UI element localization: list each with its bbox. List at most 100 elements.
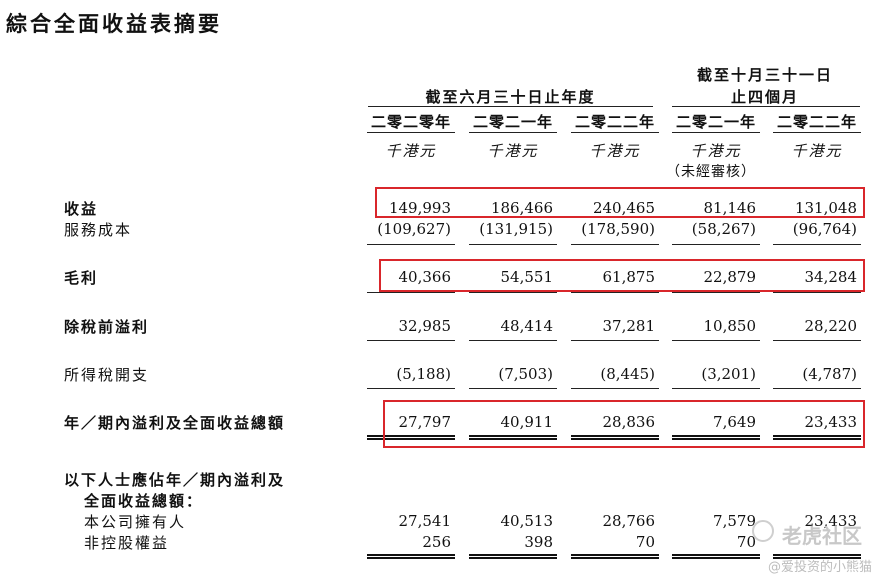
- double-rule: [672, 435, 760, 440]
- watermark-brand: 老虎社区: [782, 524, 862, 548]
- watermark-logo-icon: [752, 520, 774, 542]
- cell-value: 34,284: [804, 268, 858, 286]
- group-rule-years: [368, 106, 653, 107]
- double-rule: [469, 435, 557, 440]
- cell-value: 28,766: [602, 512, 656, 530]
- column-unit: 千港元: [589, 142, 641, 160]
- group-header-period-line1: 截至十月三十一日: [696, 66, 833, 84]
- double-rule: [571, 435, 659, 440]
- column-year: 二零二零年: [370, 113, 451, 131]
- cell-rule: [469, 244, 557, 245]
- cell-value: 23,433: [804, 512, 858, 530]
- cell-rule: [773, 340, 861, 341]
- row-label-gross-profit: 毛利: [64, 269, 99, 287]
- column-year-rule: [773, 132, 861, 133]
- cell-value: (109,627): [377, 220, 451, 238]
- cell-value: (5,188): [396, 365, 451, 383]
- column-year: 二零二一年: [472, 113, 553, 131]
- cell-value: 61,875: [602, 268, 656, 286]
- cell-rule: [367, 388, 455, 389]
- cell-value: (8,445): [600, 365, 655, 383]
- double-rule: [367, 554, 455, 559]
- cell-value: 40,911: [500, 413, 554, 431]
- cell-value: 32,985: [398, 317, 452, 335]
- column-year-rule: [469, 132, 557, 133]
- cell-value: 7,649: [713, 413, 756, 431]
- page-title: 綜合全面收益表摘要: [6, 12, 222, 36]
- cell-rule: [672, 292, 760, 293]
- cell-value: 40,513: [500, 512, 554, 530]
- column-year-rule: [672, 132, 760, 133]
- double-rule: [672, 554, 760, 559]
- row-label-income-tax: 所得稅開支: [64, 366, 150, 384]
- cell-rule: [469, 388, 557, 389]
- column-year-rule: [571, 132, 659, 133]
- column-year-rule: [367, 132, 455, 133]
- cell-rule: [672, 340, 760, 341]
- row-label-non-controlling: 非控股權益: [84, 534, 170, 552]
- row-label-attributable-heading-cont: 全面收益總額：: [84, 492, 204, 510]
- column-note-unaudited: （未經審核）: [666, 164, 756, 180]
- cell-value: 28,220: [804, 317, 858, 335]
- cell-rule: [571, 292, 659, 293]
- column-year: 二零二二年: [574, 113, 655, 131]
- cell-rule: [469, 292, 557, 293]
- double-rule: [367, 435, 455, 440]
- cell-rule: [571, 340, 659, 341]
- row-label-total-comprehensive-income: 年／期內溢利及全面收益總額: [64, 414, 286, 432]
- cell-value: 54,551: [500, 268, 554, 286]
- column-unit: 千港元: [487, 142, 539, 160]
- cell-value: 256: [422, 533, 451, 551]
- group-header-years: 截至六月三十日止年度: [425, 88, 596, 106]
- row-label-owners: 本公司擁有人: [84, 513, 187, 531]
- cell-value: (4,787): [802, 365, 857, 383]
- cell-value: 398: [524, 533, 553, 551]
- cell-value: 186,466: [490, 199, 553, 217]
- cell-value: 70: [635, 533, 655, 551]
- highlight-box-gross-profit: [379, 259, 865, 292]
- double-rule: [571, 554, 659, 559]
- group-header-period-line2: 止四個月: [730, 88, 799, 106]
- highlight-box-revenue: [375, 187, 865, 218]
- cell-value: 48,414: [500, 317, 554, 335]
- cell-value: (3,201): [701, 365, 756, 383]
- cell-value: 7,579: [713, 512, 756, 530]
- cell-rule: [469, 340, 557, 341]
- highlight-box-total-income: [383, 400, 865, 448]
- cell-value: (178,590): [581, 220, 655, 238]
- cell-value: 23,433: [804, 413, 858, 431]
- cell-value: 70: [736, 533, 756, 551]
- cell-rule: [571, 388, 659, 389]
- cell-rule: [773, 292, 861, 293]
- cell-value: 22,879: [703, 268, 757, 286]
- column-unit: 千港元: [791, 142, 843, 160]
- cell-rule: [571, 244, 659, 245]
- cell-rule: [672, 388, 760, 389]
- cell-rule: [367, 244, 455, 245]
- double-rule: [773, 435, 861, 440]
- row-label-cost-of-services: 服務成本: [64, 221, 133, 239]
- column-year: 二零二一年: [675, 113, 756, 131]
- cell-value: 131,048: [794, 199, 857, 217]
- cell-rule: [367, 340, 455, 341]
- column-year: 二零二二年: [776, 113, 857, 131]
- cell-rule: [773, 244, 861, 245]
- cell-value: 28,836: [602, 413, 656, 431]
- column-unit: 千港元: [690, 142, 742, 160]
- cell-value: 27,541: [398, 512, 452, 530]
- cell-value: 27,797: [398, 413, 452, 431]
- cell-value: (58,267): [691, 220, 756, 238]
- cell-value: 149,993: [388, 199, 451, 217]
- column-unit: 千港元: [385, 142, 437, 160]
- cell-value: 40,366: [398, 268, 452, 286]
- row-label-attributable-heading: 以下人士應佔年／期內溢利及: [64, 471, 286, 489]
- group-rule-period: [672, 106, 860, 107]
- cell-value: (7,503): [498, 365, 553, 383]
- cell-rule: [773, 388, 861, 389]
- row-label-revenue: 收益: [64, 200, 99, 218]
- watermark-author: @爱投资的小熊猫: [768, 560, 873, 575]
- cell-rule: [367, 292, 455, 293]
- cell-value: 37,281: [602, 317, 656, 335]
- row-label-profit-before-tax: 除稅前溢利: [64, 318, 150, 336]
- cell-rule: [672, 244, 760, 245]
